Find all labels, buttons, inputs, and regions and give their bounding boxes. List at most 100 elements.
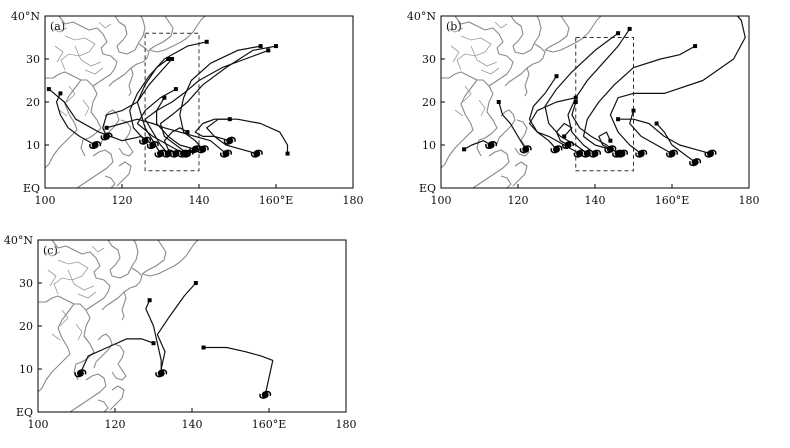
typhoon-track (144, 49, 269, 155)
track-end-marker (170, 57, 175, 61)
typhoon-symbol-icon (519, 145, 532, 154)
typhoon-symbol-icon (196, 145, 209, 154)
y-tick-label: 40°N (407, 10, 436, 23)
typhoon-track (206, 118, 289, 155)
track-end-marker (204, 39, 209, 44)
track-end-marker (193, 281, 198, 285)
typhoon-track (136, 58, 169, 155)
typhoon-track (159, 45, 277, 155)
y-tick-label: 40°N (4, 234, 33, 247)
x-tick-label: 100 (35, 194, 56, 207)
typhoon-track (145, 299, 162, 374)
y-tick-label: 20 (26, 96, 40, 109)
typhoon-symbol-icon (485, 141, 498, 149)
typhoon-track (598, 131, 611, 150)
track-end-marker (258, 44, 263, 49)
track-end-marker (616, 117, 621, 122)
typhoon-track (528, 97, 581, 155)
x-tick-label: 140 (585, 194, 606, 207)
panel-label: (c) (43, 244, 58, 257)
typhoon-symbol-icon (689, 158, 702, 167)
track-end-marker (693, 44, 698, 49)
track-end-marker (654, 121, 659, 126)
track-end-marker (562, 134, 567, 139)
typhoon-symbol-icon (616, 149, 628, 158)
typhoon-track (194, 118, 231, 142)
panel-label: (a) (50, 20, 65, 33)
track-end-marker (58, 91, 63, 96)
typhoon-symbol-icon (635, 149, 648, 158)
track-end-marker (104, 125, 109, 130)
typhoon-track (136, 88, 185, 155)
y-tick-label: 40°N (11, 10, 40, 23)
x-tick-label: 160°E (252, 418, 287, 431)
typhoon-track (498, 101, 527, 150)
track-end-marker (573, 100, 578, 104)
typhoon-track (528, 75, 558, 150)
track-end-marker (732, 10, 735, 13)
typhoon-symbol-icon (146, 141, 159, 149)
track-end-marker (627, 26, 632, 31)
panel-label: (b) (446, 20, 462, 33)
typhoon-track (617, 118, 712, 155)
typhoon-track (463, 140, 492, 150)
x-tick-label: 100 (431, 194, 452, 207)
track-end-marker (185, 130, 190, 135)
x-tick-label: 160°E (655, 194, 690, 207)
typhoon-track (582, 45, 696, 155)
typhoon-symbol-icon (550, 145, 563, 154)
typhoon-track (656, 122, 696, 163)
x-tick-label: 180 (739, 194, 760, 207)
typhoon-track (106, 118, 227, 155)
typhoon-symbol-icon (259, 390, 272, 399)
x-tick-label: 180 (336, 418, 357, 431)
track-end-marker (147, 298, 152, 303)
typhoon-symbol-icon (704, 149, 717, 158)
track-end-marker (462, 147, 467, 152)
y-tick-label: EQ (23, 182, 40, 195)
typhoon-symbol-icon (155, 369, 168, 378)
track-end-marker (274, 44, 278, 49)
typhoon-symbol-icon (220, 149, 232, 158)
y-tick-label: 30 (26, 53, 40, 66)
typhoon-track (156, 282, 197, 370)
x-tick-label: 160°E (259, 194, 294, 207)
typhoon-symbol-icon (181, 149, 194, 158)
typhoon-track (629, 110, 673, 155)
coastline (38, 240, 199, 412)
x-tick-label: 120 (508, 194, 529, 207)
y-tick-label: 30 (19, 277, 33, 290)
typhoon-symbol-icon (604, 145, 617, 154)
typhoon-track (202, 346, 274, 396)
typhoon-track (179, 45, 262, 150)
typhoon-symbol-icon (250, 149, 263, 158)
track-end-marker (616, 31, 621, 36)
track-end-marker (173, 87, 178, 92)
track-end-marker (285, 151, 290, 156)
typhoon-track (555, 122, 573, 146)
track-end-marker (631, 108, 636, 113)
key-region-box (144, 32, 200, 172)
typhoon-track (156, 97, 196, 150)
x-tick-label: 180 (343, 194, 364, 207)
typhoon-symbol-icon (666, 149, 678, 158)
typhoon-symbol-icon (589, 149, 601, 158)
typhoon-track (609, 16, 746, 155)
y-tick-label: 10 (26, 139, 40, 152)
typhoon-symbol-icon (100, 132, 113, 141)
y-tick-label: EQ (16, 406, 33, 419)
track-end-marker (608, 138, 613, 143)
y-tick-label: EQ (419, 182, 436, 195)
track-end-marker (554, 74, 559, 79)
y-tick-label: 20 (422, 96, 436, 109)
typhoon-track (55, 92, 96, 146)
typhoon-symbol-icon (223, 136, 236, 145)
y-tick-label: 20 (19, 320, 33, 333)
y-tick-label: 10 (422, 139, 436, 152)
track-end-marker (266, 48, 271, 53)
track-end-marker (166, 57, 171, 61)
